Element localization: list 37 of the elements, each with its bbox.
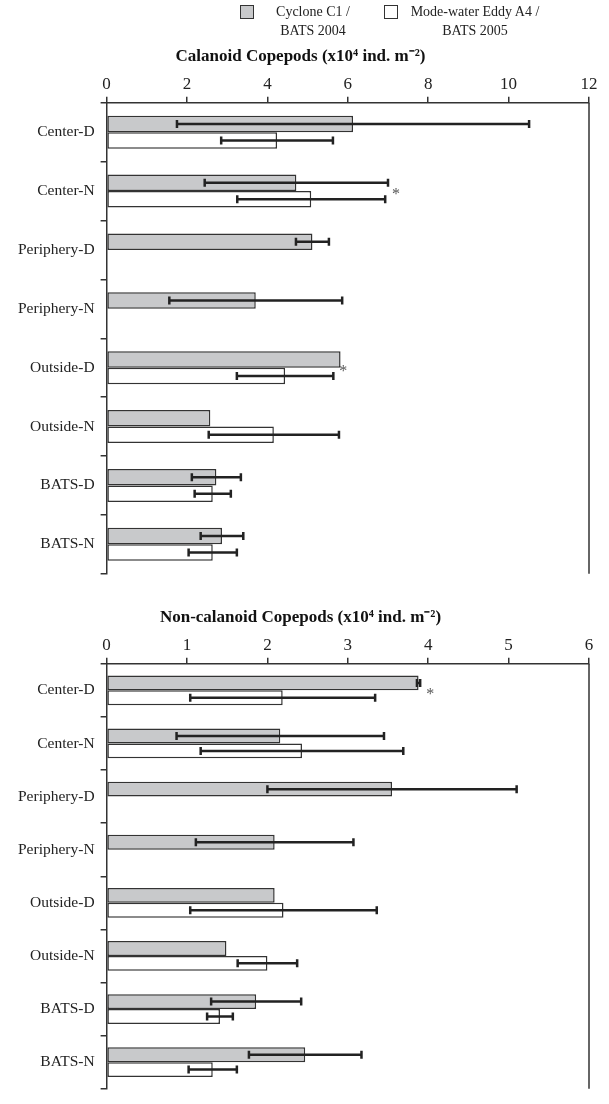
- x-tick-label: 4: [423, 635, 433, 655]
- y-tick-label: BATS-D: [40, 999, 95, 1017]
- x-tick-label: 6: [343, 74, 353, 94]
- legend-label: Cyclone C1 / BATS 2004: [275, 3, 351, 40]
- y-tick-label: Outside-N: [30, 416, 95, 434]
- annotation: *: [426, 684, 435, 702]
- y-tick-label: Outside-D: [30, 357, 95, 375]
- x-tick-label: 12: [580, 74, 598, 94]
- chart-title: Non-calanoid Copepods (x10⁴ ind. m⁻²): [159, 606, 442, 626]
- x-tick-label: 5: [504, 635, 513, 655]
- y-tick-label: Outside-D: [30, 892, 95, 910]
- y-tick-label: Periphery-D: [17, 240, 95, 258]
- x-tick-label: 6: [584, 635, 594, 655]
- y-tick-label: Center-D: [37, 680, 95, 698]
- y-tick-label: BATS-D: [40, 475, 95, 493]
- x-tick-label: 1: [182, 635, 192, 655]
- y-tick-label: Center-N: [37, 733, 95, 751]
- x-tick-label: 0: [102, 635, 111, 655]
- x-tick-label: 4: [263, 74, 273, 94]
- y-tick-label: Center-D: [37, 122, 95, 140]
- y-tick-label: BATS-N: [40, 534, 95, 552]
- x-tick-label: 2: [263, 635, 272, 655]
- annotation: *: [392, 185, 400, 203]
- x-tick-label: 3: [343, 635, 353, 655]
- x-tick-label: 0: [102, 74, 111, 94]
- x-tick-label: 2: [182, 74, 192, 94]
- y-tick-label: Periphery-N: [17, 298, 95, 316]
- y-tick-label: Center-N: [37, 181, 95, 199]
- text: Mode-water Eddy A4 / BATS 2005: [410, 3, 540, 40]
- chart-title: Calanoid Copepods (x10⁴ ind. m⁻²): [175, 45, 426, 65]
- y-tick-label: Periphery-D: [17, 786, 95, 804]
- y-tick-label: Outside-N: [30, 946, 95, 963]
- y-tick-label: Periphery-N: [17, 839, 95, 857]
- annotation: *: [339, 361, 348, 379]
- x-tick-label: 8: [423, 74, 433, 94]
- x-tick-label: 10: [500, 74, 518, 94]
- y-tick-label: BATS-N: [40, 1052, 95, 1070]
